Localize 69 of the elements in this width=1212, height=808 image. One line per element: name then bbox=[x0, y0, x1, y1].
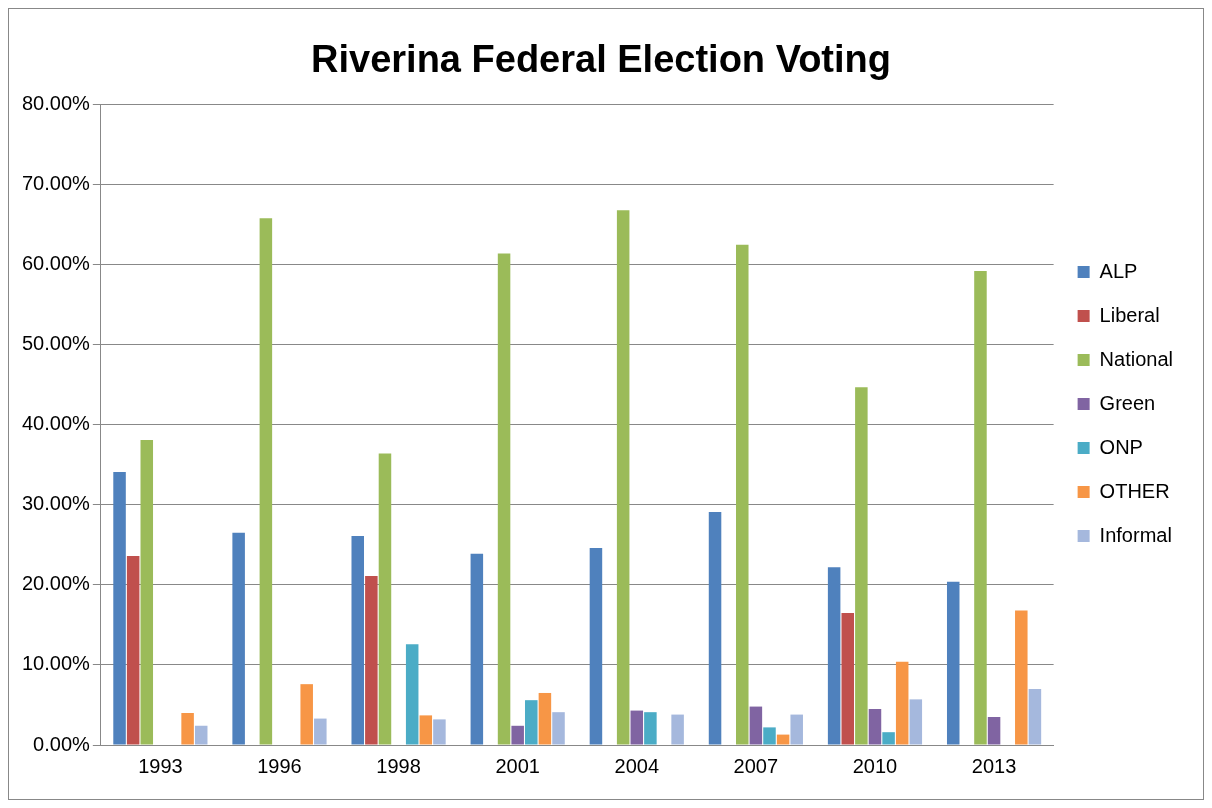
bar bbox=[433, 719, 446, 745]
x-tick-label: 1998 bbox=[376, 754, 421, 777]
bar bbox=[1015, 610, 1028, 745]
bar bbox=[868, 708, 882, 745]
bar bbox=[378, 453, 392, 745]
bar bbox=[126, 556, 140, 745]
bar bbox=[708, 512, 722, 745]
bar bbox=[987, 716, 1001, 745]
bar bbox=[776, 734, 790, 745]
bar bbox=[511, 725, 524, 745]
bar bbox=[616, 210, 630, 745]
bar bbox=[855, 387, 868, 745]
bar bbox=[113, 472, 126, 745]
bar bbox=[140, 440, 154, 745]
bar bbox=[763, 727, 776, 745]
bar bbox=[909, 699, 923, 745]
bar bbox=[1028, 688, 1042, 745]
legend-label: ONP bbox=[1099, 435, 1143, 458]
x-tick-label: 2010 bbox=[852, 754, 898, 777]
bar bbox=[232, 532, 245, 745]
bar bbox=[497, 253, 511, 745]
bar bbox=[365, 576, 378, 745]
legend-label: ALP bbox=[1099, 259, 1138, 282]
y-tick-label: 10.00% bbox=[21, 652, 91, 675]
bar bbox=[630, 710, 644, 745]
y-tick-label: 0.00% bbox=[33, 732, 91, 755]
y-tick-label: 30.00% bbox=[21, 492, 91, 515]
bar bbox=[259, 218, 273, 745]
y-tick-label: 60.00% bbox=[21, 252, 91, 275]
y-tick-label: 40.00% bbox=[21, 412, 91, 435]
x-tick-label: 1996 bbox=[257, 754, 302, 777]
bar bbox=[895, 661, 909, 745]
bar bbox=[525, 700, 538, 745]
bar bbox=[419, 715, 433, 745]
chart-title: Riverina Federal Election Voting bbox=[311, 38, 891, 81]
x-tick-label: 2004 bbox=[614, 754, 660, 777]
bar bbox=[790, 714, 803, 745]
bar bbox=[946, 581, 960, 745]
y-tick-label: 80.00% bbox=[21, 92, 91, 115]
bar bbox=[644, 712, 657, 745]
legend-label: National bbox=[1099, 347, 1174, 370]
bar bbox=[194, 725, 208, 745]
bar bbox=[589, 548, 603, 745]
bar bbox=[351, 536, 365, 745]
legend-label: Green bbox=[1099, 391, 1156, 414]
x-tick-label: 2007 bbox=[733, 754, 779, 777]
y-tick-label: 70.00% bbox=[21, 172, 91, 195]
bar bbox=[538, 692, 552, 745]
x-tick-label: 1993 bbox=[138, 754, 183, 777]
bar bbox=[974, 271, 987, 745]
x-tick-label: 2013 bbox=[971, 754, 1017, 777]
bar bbox=[405, 644, 419, 745]
bar bbox=[882, 732, 895, 745]
x-tick-label: 2001 bbox=[495, 754, 540, 777]
bar bbox=[671, 714, 684, 745]
y-tick-label: 50.00% bbox=[21, 332, 91, 355]
legend-label: OTHER bbox=[1099, 479, 1170, 502]
bar bbox=[314, 718, 327, 745]
bar bbox=[552, 712, 565, 745]
legend-label: Liberal bbox=[1099, 303, 1160, 326]
bar bbox=[749, 706, 763, 745]
bar bbox=[827, 567, 841, 745]
bar bbox=[470, 553, 484, 745]
legend-label: Informal bbox=[1099, 523, 1172, 546]
y-tick-label: 20.00% bbox=[21, 572, 91, 595]
bar bbox=[841, 612, 855, 745]
bar bbox=[300, 684, 313, 745]
bar bbox=[736, 244, 749, 745]
bar bbox=[181, 712, 194, 745]
